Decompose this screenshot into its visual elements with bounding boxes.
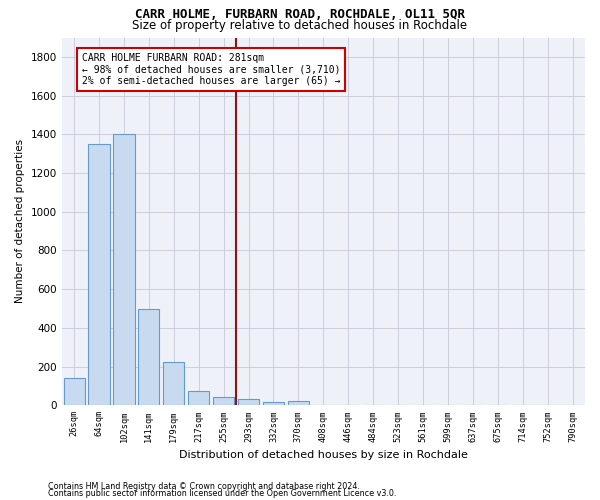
- Bar: [263, 402, 284, 406]
- Bar: [188, 391, 209, 406]
- Bar: [64, 378, 85, 406]
- X-axis label: Distribution of detached houses by size in Rochdale: Distribution of detached houses by size …: [179, 450, 468, 460]
- Text: CARR HOLME, FURBARN ROAD, ROCHDALE, OL11 5QR: CARR HOLME, FURBARN ROAD, ROCHDALE, OL11…: [135, 8, 465, 20]
- Bar: [113, 134, 134, 406]
- Bar: [163, 362, 184, 406]
- Bar: [288, 402, 309, 406]
- Text: Size of property relative to detached houses in Rochdale: Size of property relative to detached ho…: [133, 19, 467, 32]
- Y-axis label: Number of detached properties: Number of detached properties: [15, 140, 25, 304]
- Bar: [138, 310, 160, 406]
- Text: CARR HOLME FURBARN ROAD: 281sqm
← 98% of detached houses are smaller (3,710)
2% : CARR HOLME FURBARN ROAD: 281sqm ← 98% of…: [82, 53, 340, 86]
- Bar: [238, 400, 259, 406]
- Text: Contains HM Land Registry data © Crown copyright and database right 2024.: Contains HM Land Registry data © Crown c…: [48, 482, 360, 491]
- Bar: [213, 396, 234, 406]
- Text: Contains public sector information licensed under the Open Government Licence v3: Contains public sector information licen…: [48, 489, 397, 498]
- Bar: [88, 144, 110, 406]
